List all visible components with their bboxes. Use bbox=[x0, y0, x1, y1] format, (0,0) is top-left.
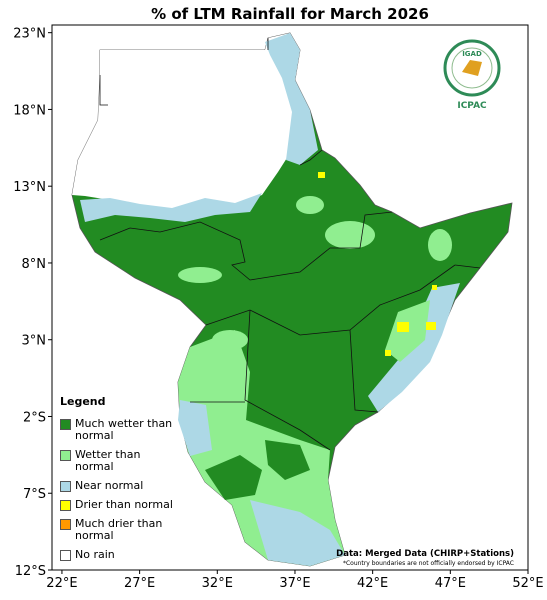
legend-label: No rain bbox=[75, 548, 115, 561]
border bbox=[454, 264, 481, 269]
legend-title: Legend bbox=[60, 395, 106, 408]
legend-swatch bbox=[60, 550, 71, 561]
legend-label: Wetter than normal bbox=[75, 448, 141, 473]
legend-item: Near normal bbox=[60, 480, 190, 492]
much-wetter-patch bbox=[265, 440, 310, 480]
logo: IGAD ICPAC bbox=[443, 39, 501, 111]
legend-swatch bbox=[60, 519, 71, 530]
borders bbox=[99, 38, 481, 451]
y-tick-label: 23°N bbox=[13, 27, 46, 42]
legend-item: Much wetter than normal bbox=[60, 418, 190, 442]
wetter-area bbox=[325, 221, 375, 249]
y-tick-label: 18°N bbox=[13, 103, 46, 118]
drier-patch bbox=[432, 285, 437, 290]
data-source: Data: Merged Data (CHIRP+Stations) bbox=[336, 549, 514, 559]
legend-swatch bbox=[60, 450, 71, 461]
x-tick-label: 37°E bbox=[279, 576, 310, 591]
legend-item: Wetter than normal bbox=[60, 449, 190, 473]
x-tick-label: 47°E bbox=[435, 576, 466, 591]
logo-org: ICPAC bbox=[457, 101, 487, 111]
wetter-area bbox=[178, 267, 222, 283]
border bbox=[244, 309, 331, 451]
legend-swatch bbox=[60, 419, 71, 430]
border bbox=[349, 329, 379, 413]
y-tick-label: 12°S bbox=[15, 564, 46, 579]
drier-patch bbox=[397, 322, 409, 332]
wetter-area bbox=[428, 229, 452, 261]
legend-item: Much drier than normal bbox=[60, 518, 190, 542]
y-tick-label: 8°N bbox=[22, 257, 47, 272]
x-tick-label: 52°E bbox=[512, 576, 543, 591]
footnote: *Country boundaries are not officially e… bbox=[342, 560, 514, 567]
legend-swatch bbox=[60, 481, 71, 492]
legend-label: Much wetter than normal bbox=[75, 417, 173, 442]
border bbox=[299, 149, 323, 166]
legend: Legend Much wetter than normal Wetter tha… bbox=[60, 395, 190, 568]
map-title: % of LTM Rainfall for March 2026 bbox=[151, 5, 429, 23]
logo-inner bbox=[451, 47, 493, 89]
x-tick-label: 32°E bbox=[202, 576, 233, 591]
wetter-area bbox=[212, 330, 248, 350]
near-normal-area bbox=[250, 500, 345, 566]
x-tick-label: 42°E bbox=[357, 576, 388, 591]
y-tick-label: 13°N bbox=[13, 180, 46, 195]
y-tick-label: 2°S bbox=[23, 410, 46, 425]
legend-swatch bbox=[60, 500, 71, 511]
region-fills bbox=[71, 32, 513, 567]
near-normal-area bbox=[80, 193, 262, 222]
much-wetter-patch bbox=[205, 455, 262, 500]
legend-label: Near normal bbox=[75, 479, 144, 492]
legend-label: Much drier than normal bbox=[75, 517, 163, 542]
drier-patch bbox=[318, 172, 325, 178]
near-normal-area bbox=[265, 33, 318, 165]
wetter-area bbox=[296, 196, 324, 214]
legend-item: No rain bbox=[60, 549, 190, 561]
legend-label: Drier than normal bbox=[75, 498, 173, 511]
drier-patch bbox=[426, 322, 436, 330]
logo-name: IGAD bbox=[462, 50, 482, 58]
logo-map bbox=[462, 60, 482, 76]
no-rain-area bbox=[72, 33, 300, 210]
near-normal-area bbox=[178, 400, 212, 456]
border bbox=[99, 211, 393, 281]
legend-item: Drier than normal bbox=[60, 499, 190, 511]
map-frame bbox=[51, 24, 529, 571]
y-tick-label: 7°S bbox=[23, 487, 46, 502]
wetter-area bbox=[178, 330, 345, 566]
drier-patch bbox=[385, 350, 391, 356]
x-tick-label: 22°E bbox=[46, 576, 77, 591]
y-tick-label: 3°N bbox=[22, 334, 47, 349]
border bbox=[99, 75, 108, 106]
x-tick-label: 27°E bbox=[124, 576, 155, 591]
